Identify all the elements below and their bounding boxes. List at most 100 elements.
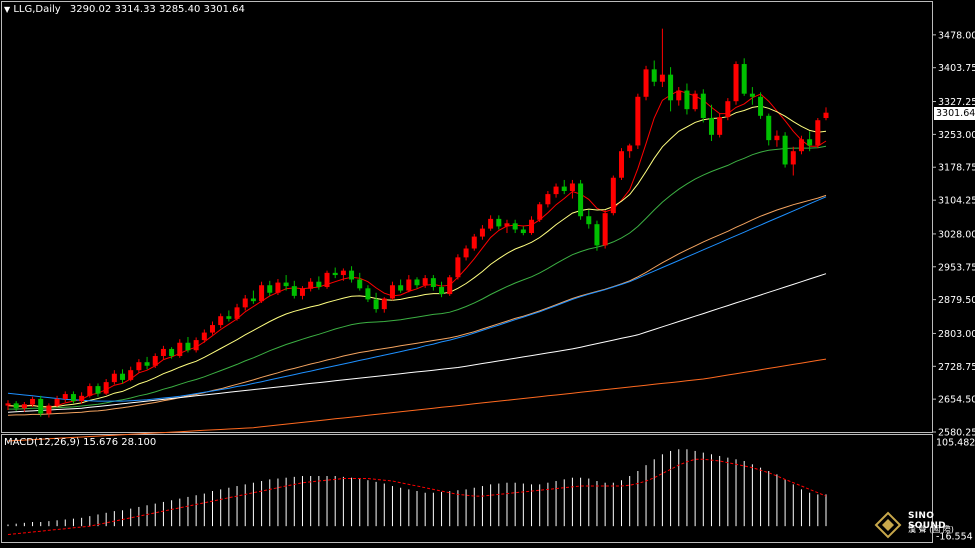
candle [218, 313, 224, 329]
candle-body [234, 307, 240, 319]
candle [807, 131, 813, 152]
price-tick-label: 3028.00 [938, 229, 975, 240]
candle-body [766, 115, 772, 141]
candle [766, 113, 772, 146]
candle [291, 280, 297, 299]
candle-body [103, 382, 109, 394]
candle-body [471, 236, 477, 249]
candle-body [185, 342, 191, 351]
candle-body [30, 398, 36, 405]
dropdown-triangle-icon[interactable]: ▼ [4, 5, 11, 14]
candle [169, 347, 175, 359]
candle [234, 303, 240, 321]
price-tick-label: 2728.75 [938, 362, 975, 373]
candle-body [120, 373, 126, 380]
candle-body [414, 279, 420, 286]
price-tick-label: 3478.00 [938, 30, 975, 41]
candle-body [545, 194, 551, 205]
symbol-label: LLG,Daily [13, 4, 61, 15]
candle [70, 391, 76, 404]
candle [46, 403, 52, 418]
price-tick-label: 2953.75 [938, 262, 975, 273]
candle-body [610, 177, 616, 214]
price-axis: 3478.00 3403.75 3327.25 3253.00 3178.75 3104.… [932, 30, 975, 439]
candle-body [439, 287, 445, 295]
candle [643, 65, 649, 101]
candle-body [463, 248, 469, 258]
candle-body [700, 93, 706, 119]
candle [496, 215, 502, 230]
candle [62, 391, 68, 403]
candle [414, 277, 420, 289]
candle [545, 191, 551, 208]
macd-tick-label: 105.482 [936, 438, 975, 449]
candle [676, 87, 682, 106]
candle-body [136, 362, 142, 371]
candle-body [422, 278, 428, 286]
candle [741, 58, 747, 96]
candle-body [692, 93, 698, 110]
candle-body [627, 145, 633, 152]
candle [790, 146, 796, 176]
candle [79, 392, 85, 404]
candle-body [160, 348, 166, 357]
price-tick-label: 2803.00 [938, 329, 975, 340]
candle [259, 281, 265, 303]
candle-body [373, 299, 379, 310]
candle [602, 210, 608, 249]
candle-body [308, 281, 314, 289]
moving-average-lines [7, 90, 827, 442]
candle [758, 92, 764, 119]
candle [439, 281, 445, 298]
candle [389, 281, 395, 301]
price-tick-label: 2879.50 [938, 295, 975, 306]
candle [610, 175, 616, 216]
sino-sound-logo: SINO SOUND 漢 聲 (國 際) [870, 509, 975, 544]
candle [185, 336, 191, 353]
candle [700, 89, 706, 123]
candle [479, 225, 485, 240]
candle [193, 337, 199, 353]
candle [627, 143, 633, 158]
moving-average-ma-blue [7, 196, 827, 402]
logo-text-sub: 漢 聲 (國 際) [908, 525, 954, 534]
candle-body [430, 278, 436, 288]
candle-body [807, 139, 813, 146]
candle [144, 356, 150, 370]
candle [21, 402, 27, 412]
candle-body [291, 286, 297, 296]
candle [635, 93, 641, 149]
candle [569, 179, 575, 199]
candle-body [259, 285, 265, 302]
candle-body [774, 135, 780, 141]
candle-body [733, 64, 739, 102]
moving-average-ma-red [7, 90, 827, 408]
candle [594, 220, 600, 251]
moving-average-ma-darkorange [7, 358, 827, 442]
candle [111, 370, 117, 385]
candle-body [299, 288, 305, 296]
candle [406, 275, 412, 293]
candle-body [553, 186, 559, 195]
candle-body [708, 118, 714, 135]
candle [725, 98, 731, 121]
candle-body [316, 281, 322, 288]
price-tick-label: 3104.25 [938, 196, 975, 207]
candle [275, 279, 281, 295]
candle [430, 275, 436, 291]
candle-body [46, 405, 52, 414]
candle [692, 90, 698, 112]
candle [349, 266, 355, 283]
candle-body [398, 285, 404, 291]
candle [373, 292, 379, 313]
candle-body [790, 151, 796, 165]
candle [332, 267, 338, 279]
candle-body [21, 404, 27, 409]
candle-body [340, 270, 346, 276]
macd-axis: 105.482 -16.554 [936, 438, 975, 543]
candle [160, 345, 166, 360]
candle-body [381, 298, 387, 310]
candle-body [798, 139, 804, 152]
candle [95, 383, 101, 397]
